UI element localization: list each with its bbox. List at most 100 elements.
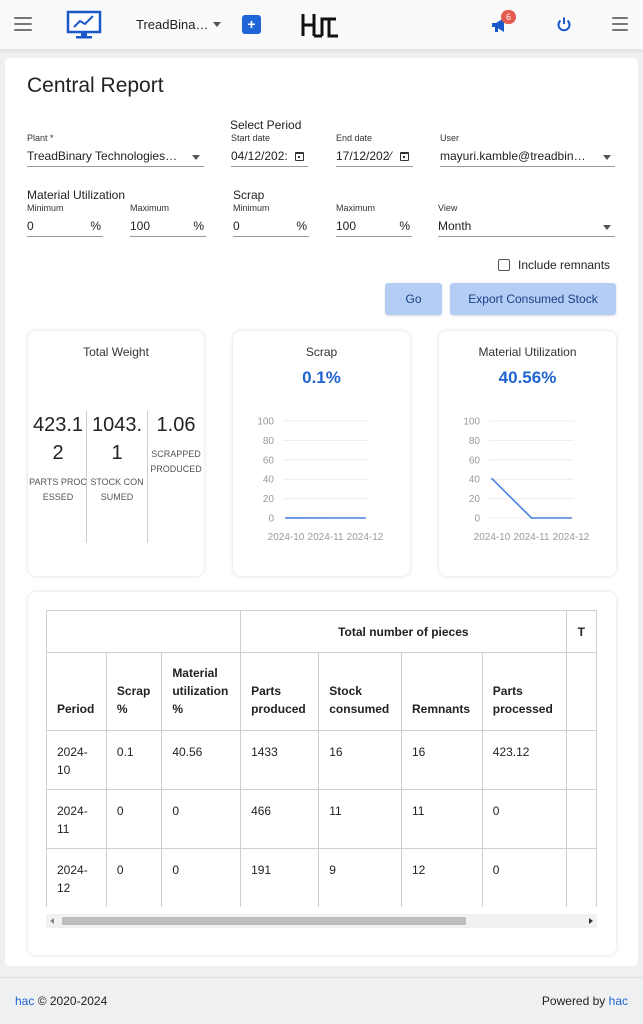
table-cell: 0 [481,789,567,849]
table-header-row: Period Scrap % Material utilization % Pa… [46,652,597,731]
table-cell: 16 [401,730,483,790]
calendar-icon[interactable] [400,152,409,161]
scrap-heading: Scrap [233,188,265,202]
view-label: View [438,203,458,213]
user-value: mayuri.kamble@treadbin… [440,149,586,163]
table-cell: 11 [318,789,402,849]
notification-badge: 6 [501,10,516,24]
more-menu-icon[interactable] [612,17,628,31]
menu-icon[interactable] [14,17,32,31]
y-tick-label: 0 [268,514,274,525]
megaphone-icon[interactable] [490,17,508,33]
column-header[interactable]: Remnants [401,652,483,731]
column-header[interactable]: Parts processed [481,652,567,731]
y-tick-label: 100 [463,417,480,428]
caret-down-icon[interactable] [213,22,221,27]
mu-max-input[interactable]: 100 % [130,217,206,237]
table-cell: 423.12 [481,730,567,790]
stock-consumed-value: 1043.1 [91,414,143,464]
table-cell [565,730,597,790]
select-period-heading: Select Period [230,118,302,132]
column-header[interactable]: Parts produced [240,652,320,731]
footer-brand-link[interactable]: hac [15,994,35,1008]
data-point [285,517,287,519]
table-cell: 0 [481,848,567,907]
divider [86,411,87,543]
scrap-card-title: Scrap [305,345,338,359]
footer: hac © 2020-2024 Powered by hac [0,977,643,1024]
scroll-right-icon[interactable] [589,918,593,924]
table-cell: 12 [401,848,483,907]
horizontal-scrollbar[interactable] [46,914,597,928]
copyright-text: © 2020-2024 [37,994,108,1008]
column-header [565,652,597,731]
material-utilization-line-chart: 0 20 40 60 80 100 2024-10 2024-11 2024-12 [463,417,589,544]
scrap-produced-label: SCRAPPED PRODUCED [150,449,202,474]
scrap-produced-value: 1.06 [156,414,196,436]
table-row: 2024-11 0 0 466 11 11 0 [46,789,597,849]
add-button[interactable]: + [242,15,261,34]
percent-suffix: % [296,219,307,233]
column-header[interactable]: Material utilization % [161,652,242,731]
y-tick-label: 80 [263,436,275,447]
mu-min-input[interactable]: 0 % [27,217,103,237]
percent-suffix: % [193,219,204,233]
table-cell [565,848,597,907]
plant-select[interactable]: TreadBinary Technologies… [27,147,204,167]
export-consumed-stock-button[interactable]: Export Consumed Stock [450,283,616,315]
table-cell: 2024-10 [46,730,107,790]
data-point [324,517,327,519]
divider [147,411,148,543]
footer-powered-by: Powered by hac [542,994,628,1008]
data-point [570,517,572,519]
stock-consumed-stat: 1043.1 STOCK CONSUMED [88,411,146,505]
end-date-value: 17/12/202⁄ [336,149,392,163]
table-scroll-area[interactable]: Total number of pieces T Period Scrap % … [46,610,597,907]
page-title: Central Report [27,74,164,97]
table-cell: 0 [105,848,163,907]
chevron-down-icon [192,155,200,160]
y-tick-label: 0 [474,514,480,525]
end-date-input[interactable]: 17/12/202⁄ [336,147,413,167]
table-row: 2024-12 0 0 191 9 12 0 [46,848,597,907]
go-button[interactable]: Go [385,283,442,315]
total-weight-card: Total Weight 423.12 PARTS PROCESSED 1043… [28,331,204,576]
include-remnants-checkbox[interactable] [498,259,510,271]
power-icon[interactable] [556,16,572,32]
calendar-icon[interactable] [295,152,304,161]
plant-value: TreadBinary Technologies… [27,149,178,163]
y-tick-label: 40 [469,475,481,486]
scroll-thumb[interactable] [62,917,466,925]
start-date-label: Start date [231,133,271,143]
table-cell: 16 [318,730,402,790]
table-cell: 1433 [240,730,320,790]
group-header-pieces: Total number of pieces [240,610,567,653]
scrap-min-input[interactable]: 0 % [233,217,309,237]
view-select[interactable]: Month [438,217,615,237]
column-header[interactable]: Scrap % [105,652,163,731]
group-header-empty [46,610,242,653]
hac-logo[interactable] [300,11,342,39]
table-cell [565,789,597,849]
scrap-card-value: 0.1% [302,368,341,387]
material-utilization-card: Material Utilization 40.56% 0 20 40 60 80 100… [439,331,616,576]
scrap-max-input[interactable]: 100 % [336,217,412,237]
mu-min-value: 0 [27,219,34,233]
group-header-next: T [565,610,597,653]
report-table: Total number of pieces T Period Scrap % … [46,610,597,907]
scrap-max-label: Maximum [336,203,376,213]
table-cell: 0 [105,789,163,849]
percent-suffix: % [90,219,101,233]
parts-processed-stat: 423.12 PARTS PROCESSED [29,411,87,505]
workspace-selector[interactable]: TreadBina… [136,17,209,32]
powered-by-brand-link[interactable]: hac [608,994,628,1008]
scrap-min-label: Minimum [233,203,270,213]
start-date-input[interactable]: 04/12/202: [231,147,308,167]
monitor-chart-icon[interactable] [66,10,102,40]
scroll-left-icon[interactable] [50,918,54,924]
x-tick-label: 2024-11 [308,532,344,543]
column-header[interactable]: Stock consumed [318,652,402,731]
table-cell: 466 [240,789,320,849]
column-header[interactable]: Period [46,652,107,731]
user-select[interactable]: mayuri.kamble@treadbin… [440,147,615,167]
